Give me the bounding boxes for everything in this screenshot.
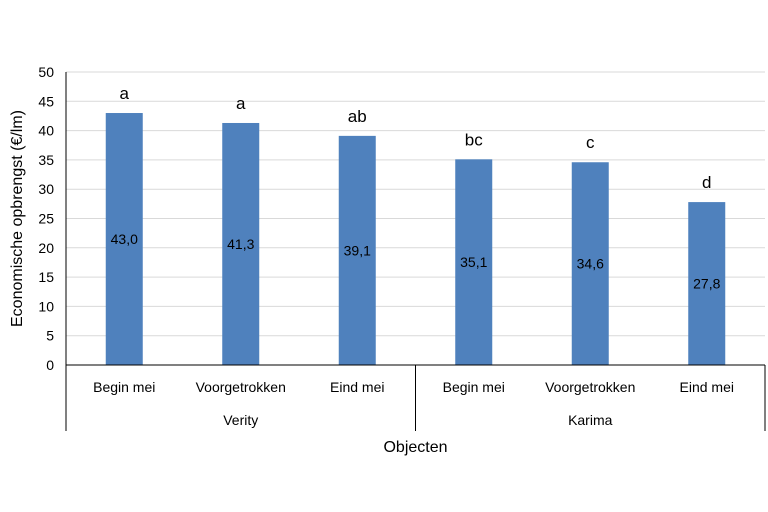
data-label: 39,1 <box>344 242 371 258</box>
significance-letter: c <box>586 133 595 152</box>
y-tick-label: 45 <box>38 93 54 109</box>
y-tick-label: 30 <box>38 181 54 197</box>
x-category-label: Eind mei <box>680 379 734 395</box>
data-labels: 43,0 41,3 39,1 35,1 34,6 27,8 <box>111 231 721 292</box>
y-axis-title: Economische opbrengst (€/lm) <box>9 110 26 327</box>
significance-letter: bc <box>465 130 483 149</box>
x-category-label: Eind mei <box>330 379 384 395</box>
x-category-label: Voorgetrokken <box>545 379 635 395</box>
data-label: 35,1 <box>460 254 487 270</box>
bar <box>571 162 609 365</box>
y-tick-label: 10 <box>38 298 54 314</box>
data-label: 34,6 <box>577 256 604 272</box>
y-tick-label: 25 <box>38 211 54 227</box>
bar <box>338 135 376 365</box>
y-tick-label: 40 <box>38 123 54 139</box>
x-axis: Begin mei Voorgetrokken Eind mei Begin mei V… <box>65 72 766 431</box>
x-category-label: Begin mei <box>93 379 155 395</box>
y-axis-ticks: 0 5 10 15 20 25 30 35 40 45 50 <box>38 64 54 373</box>
y-tick-label: 20 <box>38 240 54 256</box>
significance-letter: ab <box>348 107 367 126</box>
significance-letter: d <box>702 173 711 192</box>
data-label: 43,0 <box>111 231 138 247</box>
bars <box>105 113 726 366</box>
bar <box>455 159 493 365</box>
gridlines <box>66 71 765 337</box>
x-group-label: Karima <box>568 412 613 428</box>
bar <box>105 113 143 366</box>
y-tick-label: 50 <box>38 64 54 80</box>
y-tick-label: 5 <box>46 328 54 344</box>
significance-letters: a a ab bc c d <box>120 84 712 192</box>
x-category-label: Voorgetrokken <box>196 379 286 395</box>
y-tick-label: 0 <box>46 357 54 373</box>
bar <box>688 202 726 365</box>
data-label: 27,8 <box>693 276 720 292</box>
y-tick-label: 15 <box>38 269 54 285</box>
bar <box>222 122 260 366</box>
x-category-label: Begin mei <box>443 379 505 395</box>
x-group-label: Verity <box>223 412 258 428</box>
y-tick-label: 35 <box>38 152 54 168</box>
x-axis-title: Objecten <box>383 439 447 456</box>
significance-letter: a <box>120 84 130 103</box>
data-label: 41,3 <box>227 236 254 252</box>
significance-letter: a <box>236 94 246 113</box>
